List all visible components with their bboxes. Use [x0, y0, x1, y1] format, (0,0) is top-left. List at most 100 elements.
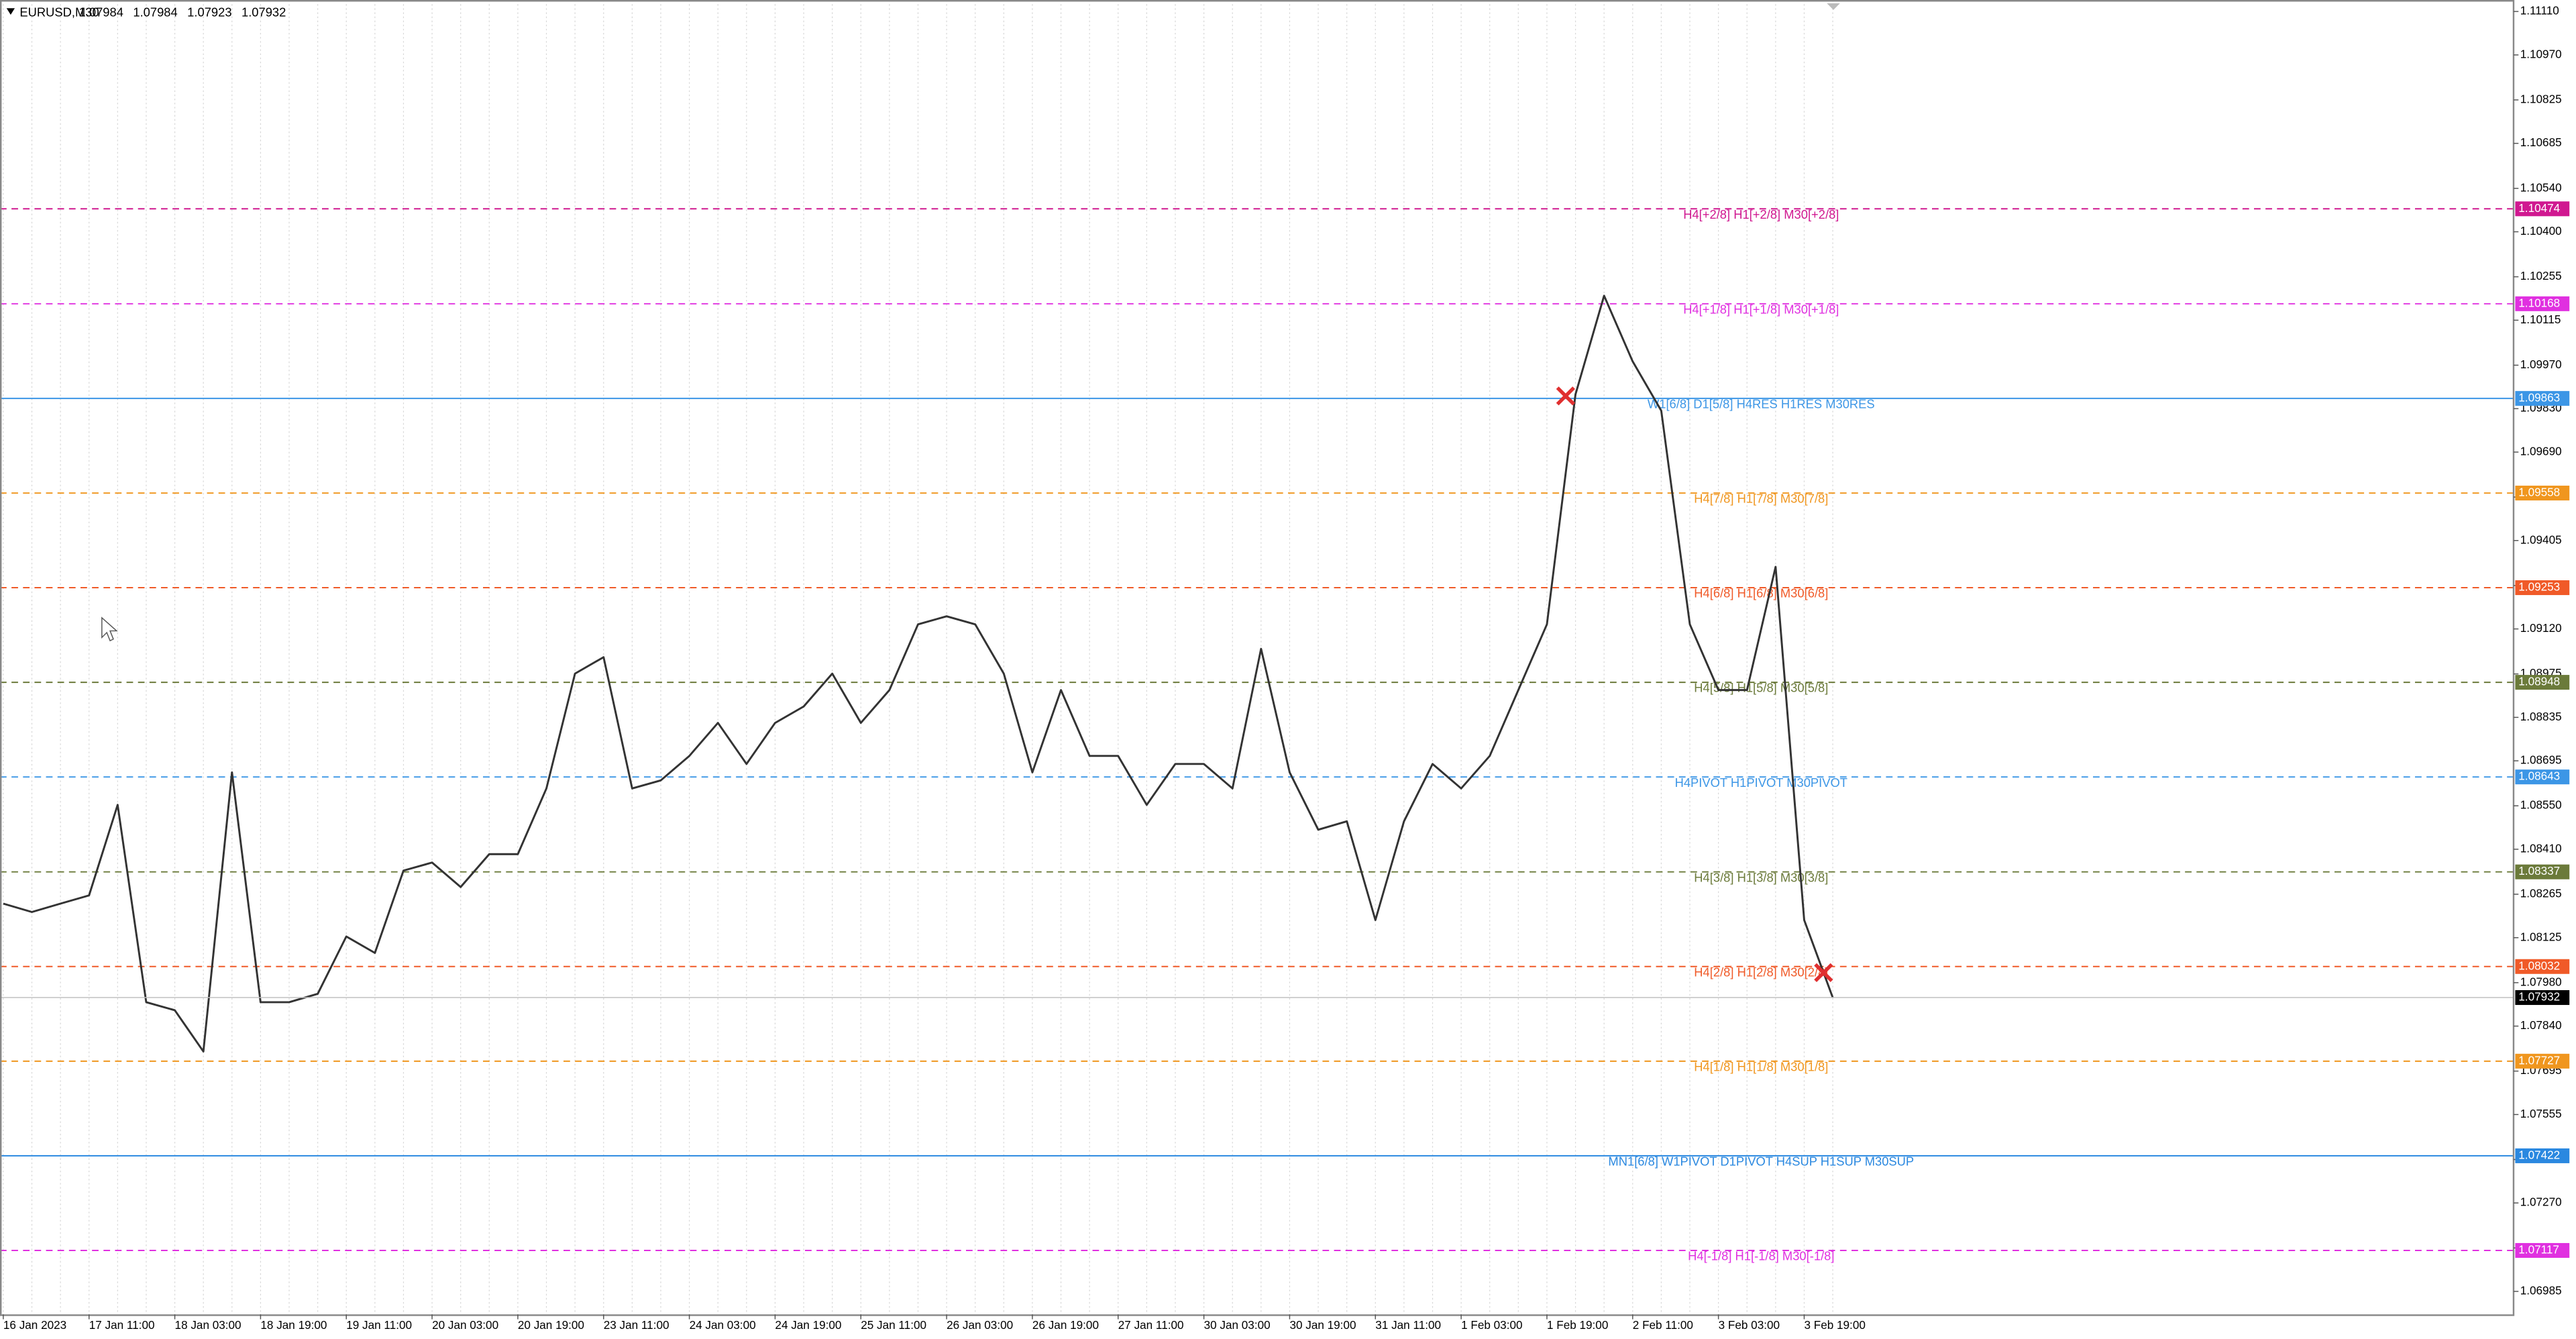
x-tick-label: 19 Jan 11:00	[346, 1318, 412, 1332]
y-tick-label: 1.09120	[2520, 621, 2562, 635]
price-tag	[2515, 485, 2570, 500]
x-tick-label: 16 Jan 2023	[3, 1318, 66, 1332]
price-tag-label: 1.08643	[2518, 769, 2560, 783]
price-tag-label: 1.08948	[2518, 675, 2560, 688]
level-label: H4[+2/8] H1[+2/8] M30[+2/8]	[1683, 207, 1839, 221]
price-tags: 1.10474 1.10168 1.09863 1.09558 1.09253 1.089…	[2515, 201, 2570, 1258]
y-tick-label: 1.07270	[2520, 1195, 2562, 1209]
mouse-cursor	[101, 617, 118, 642]
y-tick-label: 1.08550	[2520, 798, 2562, 812]
y-tick-label: 1.07840	[2520, 1018, 2562, 1032]
y-tick-label: 1.10400	[2520, 224, 2562, 237]
x-tick-label: 2 Feb 11:00	[1633, 1318, 1693, 1332]
price-tag	[2515, 201, 2570, 217]
ohlc-value: 1.07932	[241, 5, 286, 19]
y-tick-label: 1.10540	[2520, 180, 2562, 194]
price-tag-label: 1.10168	[2518, 296, 2560, 309]
plot-frame	[0, 0, 2515, 1316]
level-label: H4[6/8] H1[6/8] M30[6/8]	[1694, 586, 1828, 600]
price-tag-label: 1.09558	[2518, 485, 2560, 498]
x-tick-label: 1 Feb 03:00	[1461, 1318, 1522, 1332]
x-tick-label: 17 Jan 11:00	[89, 1318, 155, 1332]
y-tick-label: 1.10685	[2520, 136, 2562, 149]
price-line	[3, 294, 1834, 1053]
shift-marker	[1827, 3, 1840, 10]
level-label: MN1[6/8] W1PIVOT D1PIVOT H4SUP H1SUP M30…	[1608, 1155, 1914, 1169]
price-tag	[2515, 1148, 2570, 1163]
grid	[3, 0, 1833, 1315]
price-tag-label: 1.08337	[2518, 864, 2560, 877]
price-tag	[2515, 390, 2570, 406]
price-tag-label: 1.10474	[2518, 201, 2560, 215]
price-tag	[2515, 1242, 2570, 1258]
x-tick-label: 3 Feb 19:00	[1804, 1318, 1865, 1332]
levels: H4[+2/8] H1[+2/8] M30[+2/8] H4[+1/8] H1[+…	[0, 207, 2514, 1263]
y-tick-label: 1.09405	[2520, 533, 2562, 546]
level-label: H4PIVOT H1PIVOT M30PIVOT	[1675, 775, 1847, 790]
level-label: H4[3/8] H1[3/8] M30[3/8]	[1694, 870, 1828, 884]
y-tick-label: 1.10970	[2520, 47, 2562, 60]
y-tick-label: 1.07980	[2520, 975, 2562, 988]
x-tick-label: 23 Jan 11:00	[604, 1318, 669, 1332]
x-tick-label: 18 Jan 03:00	[175, 1318, 241, 1332]
signal-marker	[1556, 386, 1576, 406]
signal-marker	[1814, 963, 1833, 983]
level-label: H4[+1/8] H1[+1/8] M30[+1/8]	[1683, 302, 1839, 316]
x-tick-label: 30 Jan 03:00	[1204, 1318, 1271, 1332]
x-tick-label: 24 Jan 19:00	[775, 1318, 841, 1332]
level-label: H4[7/8] H1[7/8] M30[7/8]	[1694, 492, 1828, 506]
y-tick-label: 1.08265	[2520, 887, 2562, 900]
level-label: H4[1/8] H1[1/8] M30[1/8]	[1694, 1059, 1828, 1073]
x-tick-label: 3 Feb 03:00	[1719, 1318, 1780, 1332]
level-label: H4[2/8] H1[2/8] M30[2/8]	[1694, 965, 1828, 979]
ohlc-value: 1.07923	[187, 5, 231, 19]
symbol: EURUSD,M30	[19, 5, 99, 19]
y-tick-label: 1.08695	[2520, 753, 2562, 767]
header: EURUSD,M30	[6, 5, 99, 19]
last-price-tag	[2515, 990, 2570, 1006]
x-tick-label: 24 Jan 03:00	[690, 1318, 756, 1332]
last-price-label: 1.07932	[2518, 990, 2560, 1004]
level-label: H4[5/8] H1[5/8] M30[5/8]	[1694, 681, 1828, 695]
y-tick-label: 1.10115	[2520, 313, 2561, 326]
y-tick-label: 1.08125	[2520, 930, 2562, 943]
price-tag	[2515, 296, 2570, 311]
x-tick-label: 1 Feb 19:00	[1547, 1318, 1608, 1332]
price-tag-label: 1.08032	[2518, 959, 2560, 972]
y-tick-label: 1.08410	[2520, 841, 2562, 855]
y-tick-label: 1.07555	[2520, 1107, 2562, 1120]
level-label: H4[-1/8] H1[-1/8] M30[-1/8]	[1688, 1249, 1834, 1263]
x-tick-label: 20 Jan 03:00	[432, 1318, 498, 1332]
ohlc-value: 1.07984	[79, 5, 123, 19]
price-tag	[2515, 675, 2570, 690]
price-tag	[2515, 864, 2570, 879]
y-tick-label: 1.09970	[2520, 358, 2562, 371]
price-tag	[2515, 1053, 2570, 1069]
x-tick-label: 27 Jan 11:00	[1118, 1318, 1184, 1332]
price-tag-label: 1.07422	[2518, 1148, 2560, 1161]
x-tick-label: 31 Jan 11:00	[1375, 1318, 1441, 1332]
price-tag	[2515, 959, 2570, 974]
price-tag	[2515, 580, 2570, 596]
y-tick-label: 1.11110	[2520, 4, 2559, 17]
y-tick-label: 1.09690	[2520, 444, 2562, 458]
y-tick-label: 1.10825	[2520, 92, 2562, 105]
cursor	[101, 617, 118, 642]
price-tag-label: 1.09253	[2518, 580, 2560, 594]
markers	[1556, 386, 1833, 983]
x-tick-label: 26 Jan 19:00	[1032, 1318, 1099, 1332]
price-series	[0, 294, 2514, 1053]
price-tag-label: 1.07727	[2518, 1053, 2560, 1067]
y-tick-label: 1.08835	[2520, 710, 2562, 723]
ohlc-value: 1.07984	[133, 5, 177, 19]
x-tick-label: 26 Jan 03:00	[947, 1318, 1013, 1332]
y-tick-label: 1.10255	[2520, 269, 2562, 282]
y-tick-label: 1.06985	[2520, 1284, 2562, 1297]
x-tick-label: 30 Jan 19:00	[1289, 1318, 1356, 1332]
price-tag-label: 1.09863	[2518, 390, 2560, 404]
menu-arrow	[6, 8, 15, 15]
time-axis: 16 Jan 2023 17 Jan 11:00 18 Jan 03:00 18 Ja…	[3, 1314, 1866, 1332]
